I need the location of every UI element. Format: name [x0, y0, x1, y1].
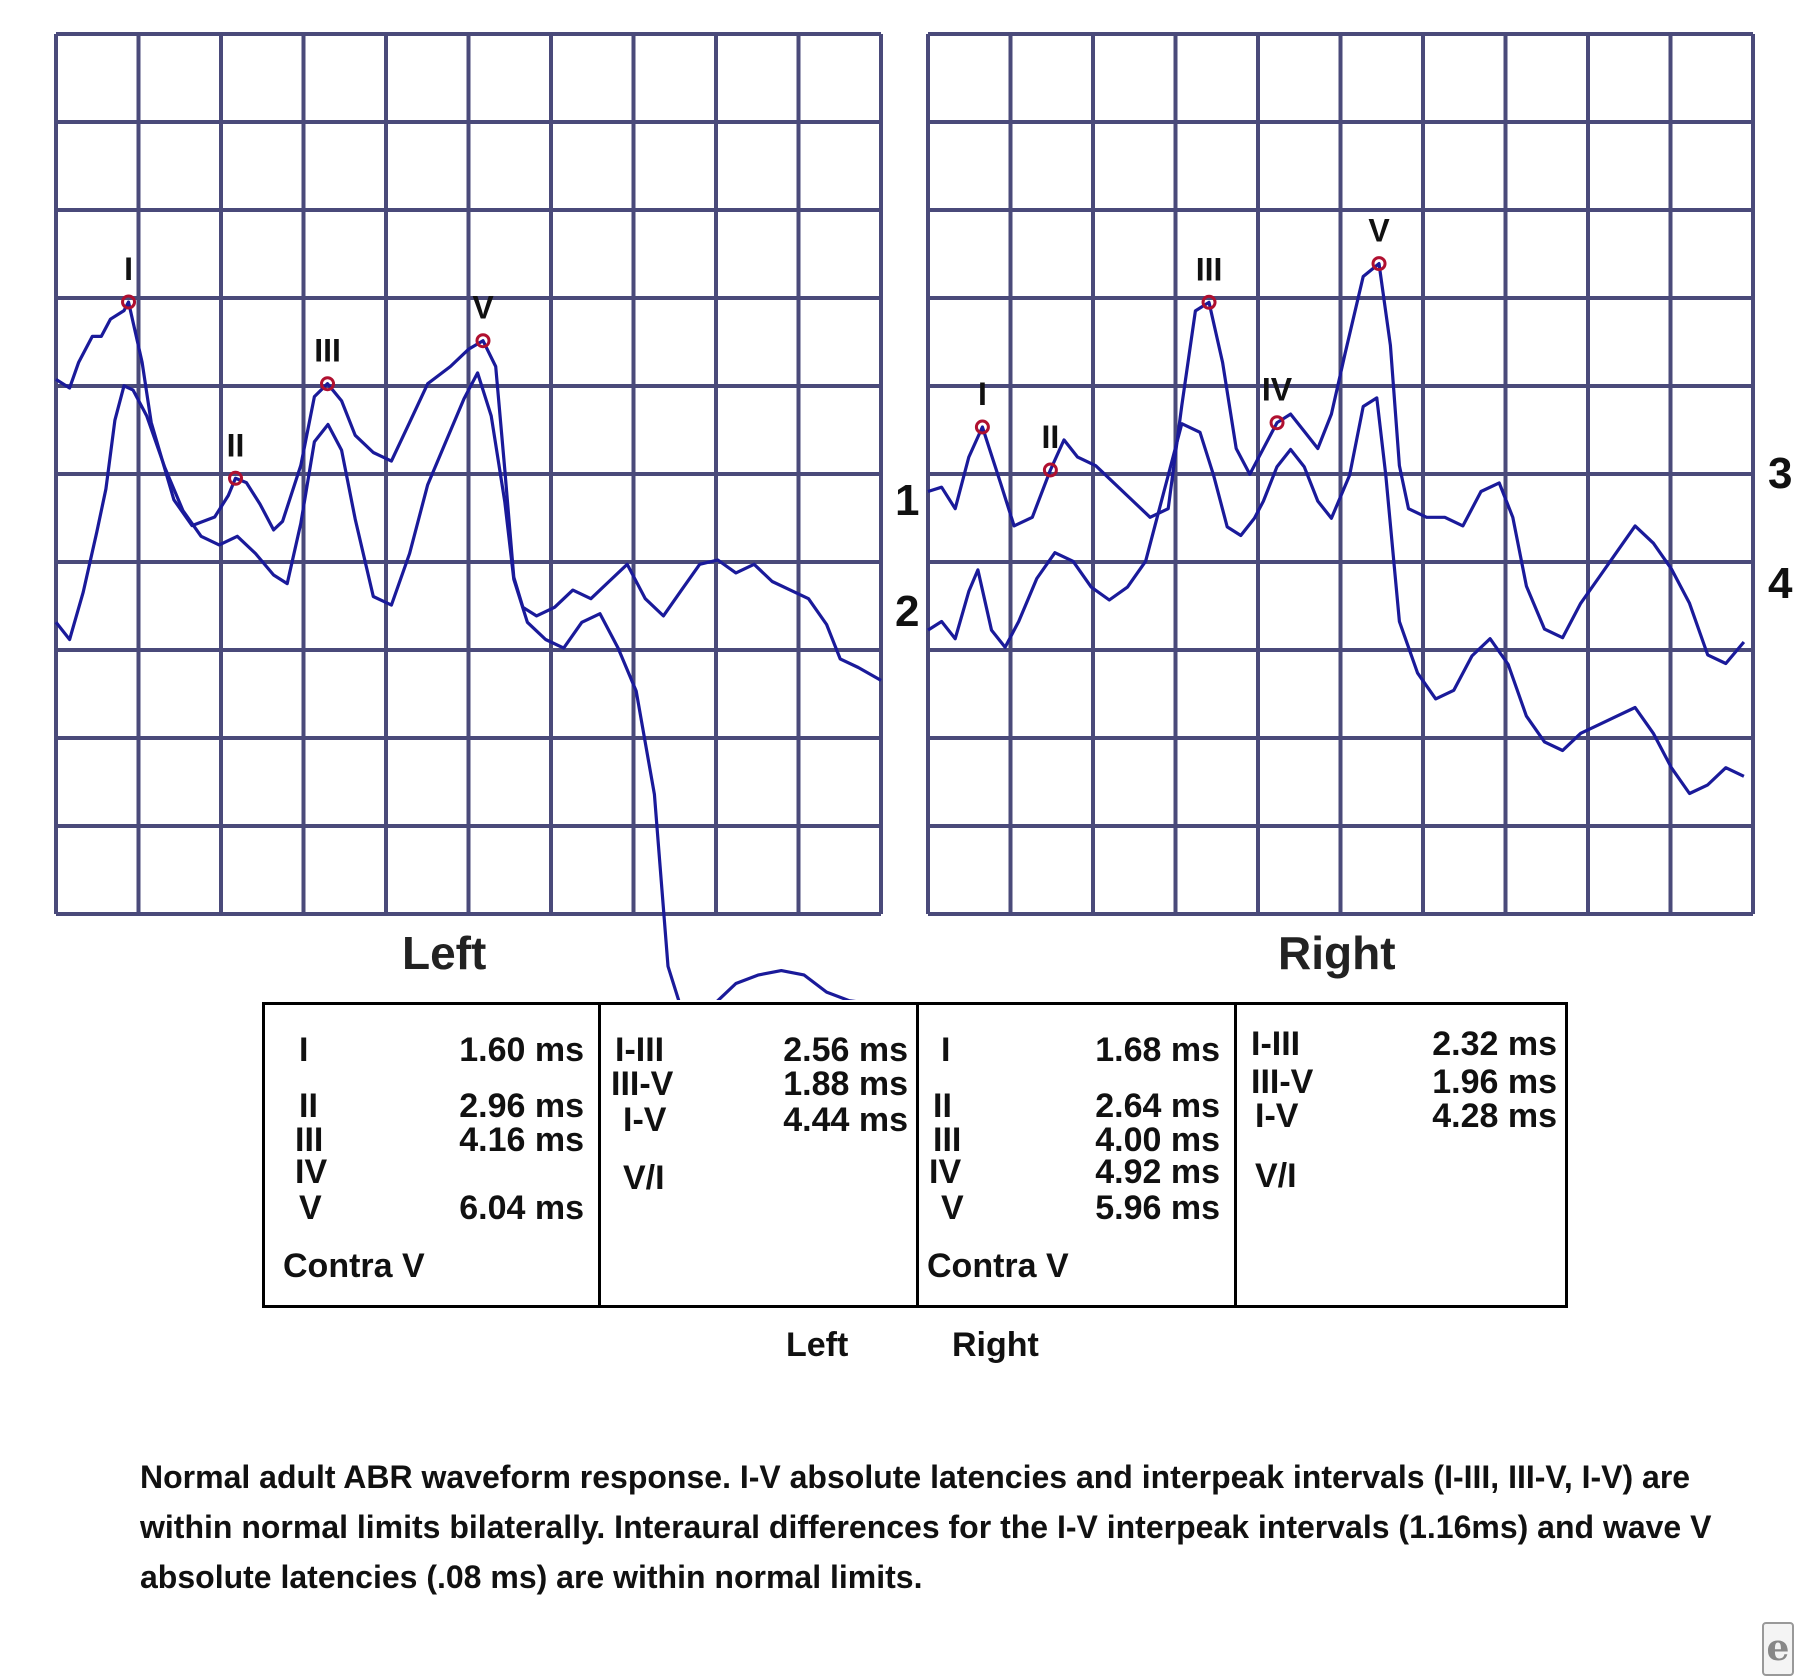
table-label: V/I [623, 1159, 665, 1197]
table-value: 2.64 ms [1095, 1087, 1220, 1125]
peak-label-III: III [314, 333, 341, 369]
table-label: III [933, 1121, 962, 1159]
table-value: 1.88 ms [783, 1065, 908, 1103]
table-label: II [933, 1087, 952, 1125]
peak-label-II: II [1041, 419, 1059, 455]
peak-label-IV: IV [1262, 372, 1293, 408]
left-panel-title: Left [402, 927, 487, 979]
trace-label-2: 2 [895, 587, 919, 636]
trace-label-1: 1 [895, 476, 919, 525]
peak-marker-IV [1269, 415, 1285, 431]
table-column-right-abs: I 1.68 ms II 2.64 ms III 4.00 ms IV 4.92 ms V 5.9… [919, 1005, 1237, 1305]
table-label: I-III [1251, 1025, 1301, 1063]
waveform-trace-3 [927, 262, 1746, 666]
table-value: 2.32 ms [1432, 1025, 1557, 1063]
trace-label-3: 3 [1768, 449, 1792, 498]
table-label: I [941, 1031, 951, 1069]
waveform-trace-2 [54, 371, 857, 1000]
latency-table: I 1.60 ms II 2.96 ms III 4.16 ms IV V 6.04 ms Con… [262, 1002, 1568, 1308]
grid [926, 32, 1755, 916]
table-value: 4.28 ms [1432, 1097, 1557, 1135]
waveform-trace-1 [55, 300, 882, 682]
table-value: 2.96 ms [459, 1087, 584, 1125]
peak-marker-I [121, 294, 137, 310]
table-value: 4.16 ms [459, 1121, 584, 1159]
peak-label-V: V [472, 290, 494, 326]
table-label: IV [929, 1153, 962, 1191]
table-label: I-V [623, 1101, 667, 1139]
table-value: 1.60 ms [459, 1031, 584, 1069]
table-column-left-abs: I 1.60 ms II 2.96 ms III 4.16 ms IV V 6.04 ms Con… [265, 1005, 601, 1305]
table-value: 6.04 ms [459, 1189, 584, 1227]
peak-marker-V [475, 333, 491, 349]
table-footer-left: Left [786, 1326, 849, 1364]
table-label: Contra V [927, 1247, 1069, 1285]
waveform-trace-4 [927, 396, 1745, 796]
table-value: 2.56 ms [783, 1031, 908, 1069]
peak-marker-I [974, 419, 990, 435]
table-label: V [299, 1189, 322, 1227]
table-column-right-int: I-III 2.32 ms III-V 1.96 ms I-V 4.28 ms V/I [1237, 1005, 1571, 1305]
table-label: III-V [1251, 1063, 1314, 1101]
table-value: 4.00 ms [1095, 1121, 1220, 1159]
peak-marker-II [228, 470, 244, 486]
table-value: 5.96 ms [1095, 1189, 1220, 1227]
right-panel-title: Right [1278, 927, 1396, 979]
table-label: III-V [611, 1065, 674, 1103]
table-footer-right: Right [952, 1326, 1039, 1364]
peak-label-I: I [124, 251, 133, 287]
table-label: I-V [1255, 1097, 1299, 1135]
peak-marker-V [1371, 256, 1387, 272]
grid [54, 32, 883, 916]
peak-label-I: I [978, 376, 987, 412]
table-label: Contra V [283, 1247, 425, 1285]
peak-marker-III [1201, 294, 1217, 310]
table-label: V/I [1255, 1157, 1297, 1195]
peak-label-II: II [227, 427, 245, 463]
table-label: IV [295, 1153, 328, 1191]
table-value: 4.44 ms [783, 1101, 908, 1139]
peak-marker-III [320, 376, 336, 392]
figure-caption: Normal adult ABR waveform response. I-V … [140, 1459, 1712, 1595]
table-value: 1.96 ms [1432, 1063, 1557, 1101]
table-value: 1.68 ms [1095, 1031, 1220, 1069]
e-logo-icon: e [1762, 1622, 1794, 1676]
peak-label-III: III [1196, 251, 1223, 287]
table-label: I-III [615, 1031, 665, 1069]
table-label: I [299, 1031, 309, 1069]
peak-label-V: V [1368, 213, 1390, 249]
table-label: III [295, 1121, 324, 1159]
table-value: 4.92 ms [1095, 1153, 1220, 1191]
table-label: II [299, 1087, 318, 1125]
peak-marker-II [1042, 462, 1058, 478]
table-label: V [941, 1189, 964, 1227]
trace-label-4: 4 [1768, 559, 1793, 608]
table-column-left-int: I-III 2.56 ms III-V 1.88 ms I-V 4.44 ms V/I [601, 1005, 919, 1305]
